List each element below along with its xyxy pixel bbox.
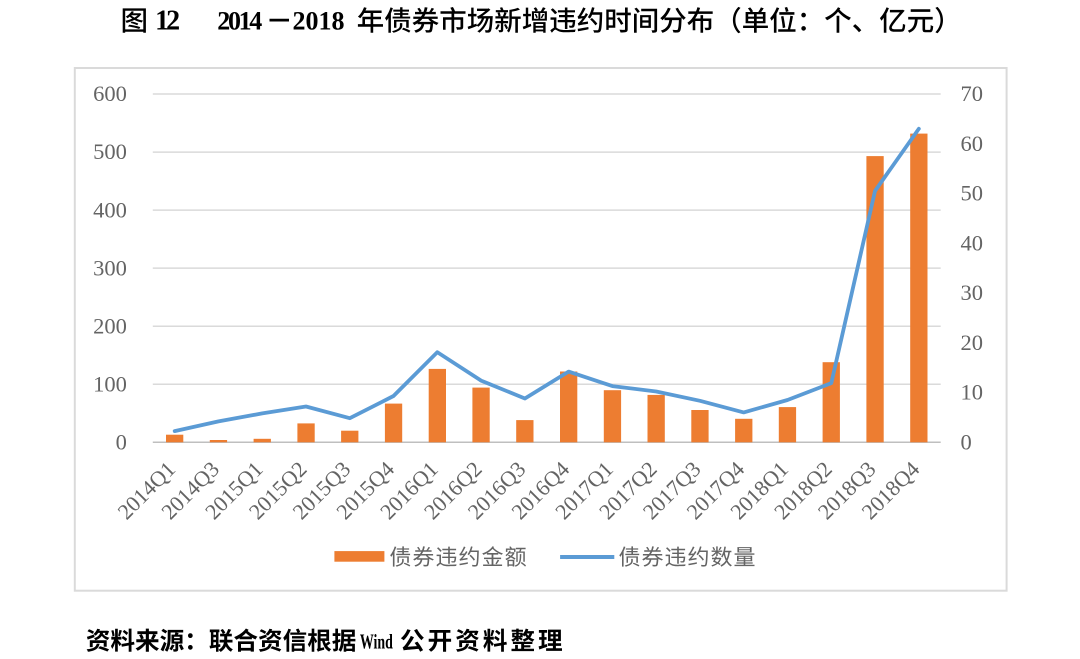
svg-text:0: 0 [116,430,127,455]
svg-text:10: 10 [961,380,984,405]
svg-text:0: 0 [961,430,972,455]
svg-text:400: 400 [93,197,127,222]
svg-text:600: 600 [93,81,127,106]
svg-text:300: 300 [93,255,127,280]
svg-text:2014: 2014 [217,7,262,36]
svg-text:100: 100 [93,371,127,396]
svg-text:70: 70 [961,81,984,106]
svg-text:2018: 2018 [293,7,345,36]
svg-text:50: 50 [961,181,984,206]
svg-text:40: 40 [961,231,984,256]
svg-text:30: 30 [961,280,984,305]
svg-text:500: 500 [93,139,127,164]
svg-text:12: 12 [155,6,180,37]
svg-text:20: 20 [961,330,984,355]
svg-text:Wind: Wind [360,630,393,654]
svg-text:200: 200 [93,313,127,338]
svg-text:60: 60 [961,131,984,156]
